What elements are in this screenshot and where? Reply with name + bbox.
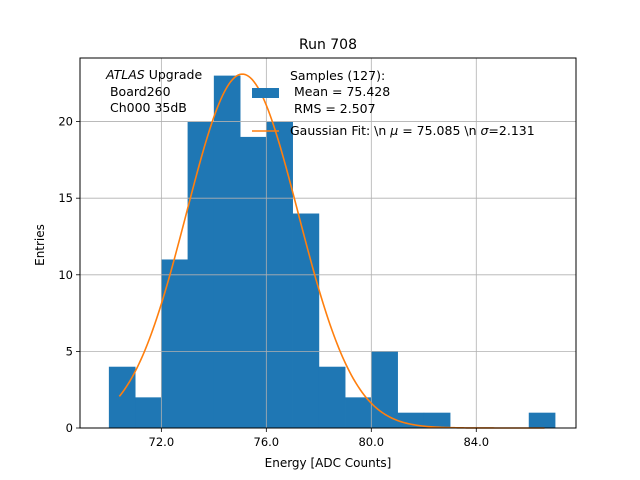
x-tick-label-0: 72.0 [149,435,175,449]
x-tick-label-3: 84.0 [463,435,489,449]
legend-fit-sigma-value: =2.131 [488,123,534,138]
histogram-bar-4 [213,75,241,428]
histogram-bar-10 [371,351,398,428]
legend-samples-rms: RMS = 2.507 [290,101,376,116]
atlas-label: ATLAS [105,67,145,82]
legend-fit-prefix: Gaussian Fit: \n [290,123,390,138]
histogram-bar-0 [108,366,136,428]
x-tick-label-2: 80.0 [358,435,384,449]
histogram-bar-1 [135,397,162,428]
plot-frame [79,57,577,429]
histogram-bar-7 [292,213,320,428]
histogram-bar-11 [397,412,425,428]
x-axis-label: Energy [ADC Counts] [265,456,392,470]
y-axis-label: Entries [33,224,47,266]
y-tick-label-1: 5 [66,344,73,358]
annotation-line-3: Ch000 35dB [106,100,187,115]
histogram-bar-8 [318,366,346,428]
legend: Samples (127): Mean = 75.428 RMS = 2.507… [252,68,535,138]
annotation-line-2: Board260 [106,84,171,99]
annotation-line-1: ATLAS Upgrade [105,67,202,82]
y-axis-ticks: 0 5 10 15 20 [58,115,80,435]
chart-title: Run 708 [299,37,357,53]
histogram-bar-5 [240,136,267,428]
legend-fit-label: Gaussian Fit: \n μ = 75.085 \n σ=2.131 [290,123,535,138]
grid-lines [80,58,576,429]
x-tick-label-1: 76.0 [254,435,280,449]
y-tick-label-4: 20 [58,115,73,129]
legend-fit-mu-symbol: μ [389,123,398,138]
legend-fit-mu-value: = 75.085 \n [398,123,480,138]
legend-samples-title: Samples (127): [290,68,385,83]
y-tick-label-3: 15 [58,191,73,205]
histogram-bar-9 [345,397,372,428]
atlas-annotation: ATLAS Upgrade Board260 Ch000 35dB [105,67,202,115]
legend-samples-mean: Mean = 75.428 [290,84,390,99]
y-tick-label-2: 10 [58,268,73,282]
histogram-bar-16 [528,412,556,428]
histogram-bar-2 [161,259,188,428]
upgrade-label: Upgrade [145,67,203,82]
x-axis-ticks: 72.0 76.0 80.0 84.0 [149,428,489,449]
histogram-bar-12 [423,412,451,428]
legend-samples-swatch [252,88,279,98]
y-tick-label-0: 0 [66,421,73,435]
legend-fit-sigma-symbol: σ [480,123,489,138]
